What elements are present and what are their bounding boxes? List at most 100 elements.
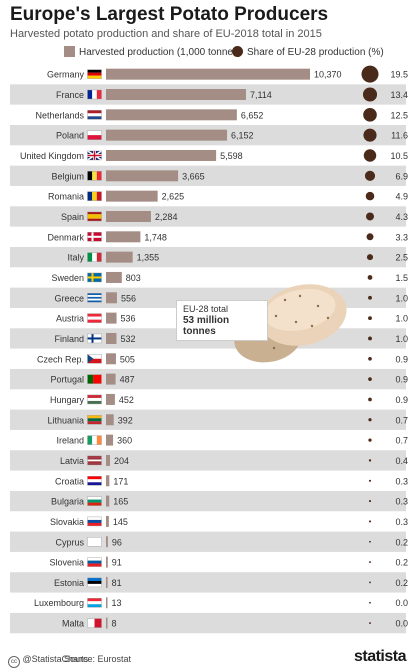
united-kingdom-flag-icon — [87, 150, 102, 161]
production-value-label: 81 — [112, 578, 122, 588]
flag-band — [87, 563, 102, 567]
share-dot — [368, 336, 372, 341]
flag-band — [87, 580, 102, 584]
category-label: Spain — [61, 212, 84, 222]
flag-band — [87, 601, 102, 605]
production-bar — [106, 149, 217, 161]
share-value-label: 6.9 — [395, 171, 408, 181]
flag-border — [87, 557, 102, 567]
latvia-flag-icon — [87, 455, 102, 466]
production-value-label: 2,625 — [162, 192, 185, 202]
legend-dot-swatch — [232, 46, 243, 57]
flag-triangle — [87, 354, 94, 364]
flag-band — [87, 455, 102, 458]
share-dot — [366, 233, 374, 241]
flag-band — [87, 319, 102, 323]
share-dot — [369, 601, 371, 604]
category-label: Romania — [48, 192, 84, 202]
production-value-label: 6,652 — [241, 110, 264, 120]
share-value-label: 0.3 — [395, 517, 408, 527]
flag-band — [87, 583, 102, 587]
share-value-label: 4.9 — [395, 192, 408, 202]
category-label: Greece — [54, 293, 84, 303]
flag-band — [87, 502, 102, 506]
category-label: Bulgaria — [51, 497, 84, 507]
flag-band — [87, 116, 102, 120]
category-label: Estonia — [54, 578, 84, 588]
share-value-label: 0.0 — [395, 598, 408, 608]
production-value-label: 8 — [112, 619, 117, 629]
flag-band — [87, 537, 102, 547]
production-value-label: 7,114 — [250, 90, 272, 100]
share-dot — [368, 316, 372, 321]
category-label: United Kingdom — [20, 151, 84, 161]
flag-band — [87, 298, 102, 301]
share-value-label: 0.9 — [395, 375, 408, 385]
production-bar — [106, 68, 310, 80]
callout-line3: tonnes — [183, 326, 216, 337]
category-label: Croatia — [55, 476, 84, 486]
flag-band — [87, 214, 102, 217]
production-bar — [106, 475, 110, 487]
share-value-label: 1.5 — [395, 273, 408, 283]
share-dot — [363, 128, 377, 142]
flag-band — [87, 374, 94, 384]
share-dot — [368, 356, 372, 361]
share-dot — [365, 191, 375, 201]
footer-credit[interactable]: cc @StatistaCharts — [8, 654, 88, 668]
flag-band — [87, 316, 102, 320]
flag-band — [96, 171, 102, 181]
flag-border — [87, 537, 102, 547]
category-label: Sweden — [51, 273, 84, 283]
category-label: France — [56, 90, 84, 100]
share-dot — [369, 561, 371, 563]
flag-border — [87, 191, 102, 201]
ireland-flag-icon — [87, 435, 102, 445]
share-value-label: 0.2 — [395, 578, 408, 588]
flag-band — [92, 191, 97, 201]
production-value-label: 145 — [113, 517, 128, 527]
spain-flag-icon — [87, 211, 102, 222]
share-dot — [363, 108, 377, 122]
production-value-label: 13 — [112, 598, 122, 608]
legend-production-label: Harvested production (1,000 tonnes) — [79, 47, 242, 58]
production-value-label: 803 — [126, 273, 141, 283]
potato-eye — [310, 324, 314, 328]
flag-band — [87, 604, 102, 608]
flag-band — [87, 211, 102, 215]
flag-cross-h — [87, 154, 102, 157]
statista-logo[interactable]: statista — [353, 648, 407, 665]
production-bar — [106, 454, 111, 466]
production-bar — [106, 231, 141, 243]
potato-eye — [294, 320, 298, 324]
romania-flag-icon — [87, 191, 102, 201]
denmark-flag-icon — [87, 232, 102, 242]
production-value-label: 392 — [118, 415, 133, 425]
flag-border — [87, 313, 102, 323]
flag-cross-h — [87, 276, 102, 279]
eu-total-callout: EU-28 total 53 million tonnes — [176, 300, 268, 341]
production-bar — [106, 414, 114, 426]
flag-border — [87, 577, 102, 588]
share-dot — [368, 397, 372, 402]
category-label: Italy — [67, 253, 84, 263]
legend-share-label: Share of EU-28 production (%) — [247, 47, 384, 58]
callout-line1: EU-28 total — [183, 304, 229, 314]
share-value-label: 13.4 — [390, 90, 408, 100]
share-dot — [369, 622, 371, 624]
flag-border — [87, 354, 102, 364]
share-dot — [369, 581, 371, 584]
production-bar — [106, 597, 108, 609]
flag-cross-h — [87, 235, 102, 238]
production-bar — [106, 271, 122, 283]
flag-band — [87, 216, 102, 219]
row-stripe — [10, 612, 406, 634]
share-value-label: 4.3 — [395, 212, 408, 222]
flag-band — [87, 457, 102, 460]
flag-band — [93, 374, 102, 384]
flag-band — [92, 252, 97, 262]
flag-band — [92, 435, 97, 445]
production-value-label: 10,370 — [314, 70, 342, 80]
flag-band — [87, 435, 93, 445]
category-label: Netherlands — [35, 110, 84, 120]
